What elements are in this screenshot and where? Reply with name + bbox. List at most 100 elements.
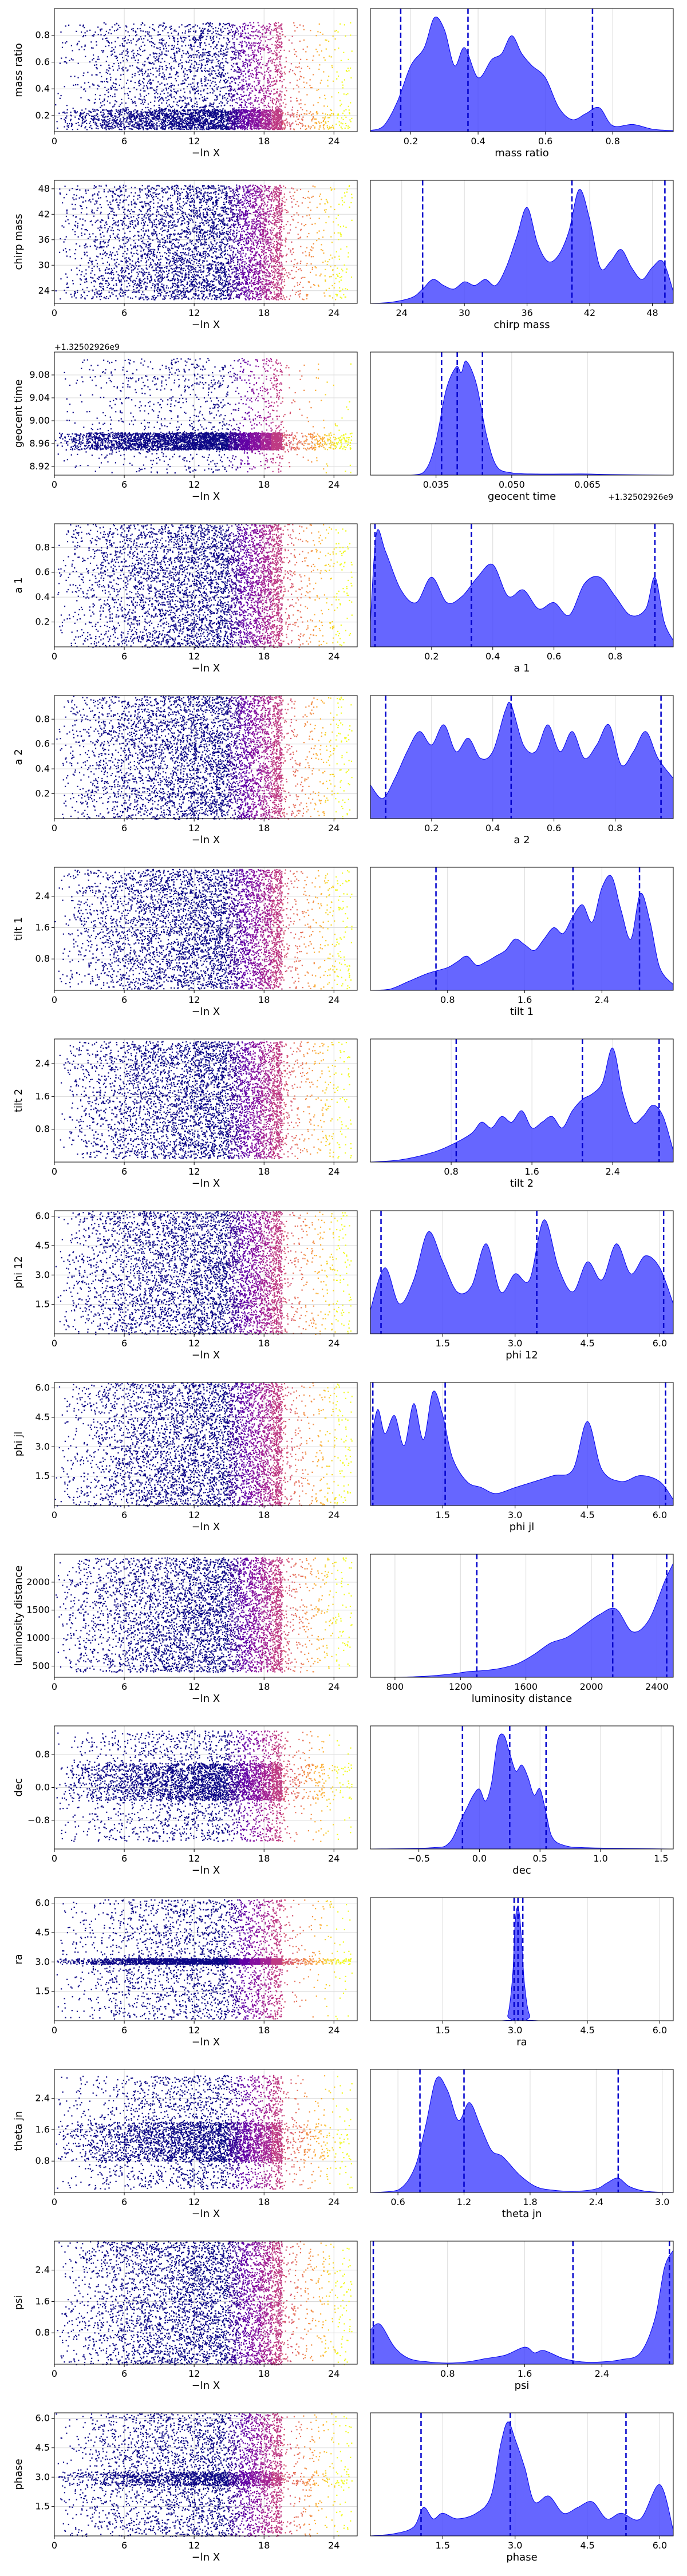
- trace-y-tick-label: 4.5: [35, 1927, 50, 1938]
- trace-sample-points: [324, 30, 336, 130]
- trace-y-axis-label: a 1: [13, 577, 25, 593]
- trace-x-tick-label: 24: [328, 994, 339, 1005]
- trace-x-tick-label: 18: [258, 994, 270, 1005]
- kde-density-area: [370, 1733, 674, 1850]
- trace-sample-points: [292, 188, 304, 300]
- kde-x-tick-label: 0.6: [390, 2196, 405, 2207]
- trace-panel-frame: [54, 1210, 358, 1334]
- kde-x-tick-label: 0.0: [472, 1853, 487, 1864]
- trace-sample-points: [260, 1211, 273, 1334]
- trace-sample-points: [249, 696, 262, 820]
- kde-x-axis-label: luminosity distance: [472, 1693, 572, 1705]
- trace-x-tick-label: 18: [258, 1338, 270, 1349]
- trace-panel-frame: [54, 351, 358, 476]
- trace-sample-points: [313, 1557, 326, 1663]
- trace-x-tick-label: 18: [258, 307, 270, 318]
- trace-sample-points: [260, 870, 273, 990]
- trace-x-tick-label: 12: [188, 2025, 200, 2036]
- trace-y-tick-label: 2.4: [35, 891, 50, 902]
- trace-sample-points: [249, 869, 262, 990]
- trace-sample-points: [56, 2075, 230, 2190]
- kde-x-axis-label: tilt 1: [510, 1006, 534, 1018]
- trace-sample-points: [324, 1558, 335, 1669]
- trace-sample-points: [282, 1558, 294, 1672]
- kde-x-tick-label: 30: [459, 307, 470, 318]
- trace-sample-points: [314, 186, 326, 297]
- trace-sample-points: [239, 358, 251, 473]
- kde-density-area: [370, 2421, 674, 2537]
- trace-sample-points: [324, 697, 336, 820]
- trace-x-tick-label: 0: [52, 307, 57, 318]
- trace-sample-points: [303, 1731, 314, 1840]
- trace-y-tick-label: 4.5: [35, 1412, 50, 1423]
- trace-sample-points: [271, 1211, 283, 1335]
- trace-y-tick-label: 0.4: [35, 591, 50, 602]
- kde-x-tick-label: 0.2: [404, 136, 418, 147]
- trace-y-axis-label: phi 12: [13, 1256, 25, 1288]
- trace-panel-frame: [54, 523, 358, 647]
- trace-sample-points: [56, 1557, 230, 1673]
- kde-x-tick-label: 4.5: [580, 2540, 594, 2551]
- trace-y-tick-label: 1.5: [35, 1299, 50, 1310]
- trace-sample-points: [313, 364, 326, 470]
- kde-x-tick-label: 0.2: [424, 651, 439, 662]
- trace-x-tick-label: 6: [121, 2368, 127, 2379]
- kde-panel-frame: [370, 1382, 674, 1506]
- trace-sample-points: [271, 2075, 283, 2190]
- trace-sample-points: [293, 1385, 304, 1506]
- kde-x-tick-label: 3.0: [508, 2540, 522, 2551]
- trace-y-tick-label: 0.8: [35, 30, 50, 41]
- trace-y-tick-label: 24: [38, 285, 50, 296]
- trace-sample-points: [260, 1899, 273, 2018]
- trace-sample-points: [55, 358, 230, 474]
- kde-x-tick-label: 0.050: [499, 479, 525, 490]
- kde-x-tick-label: 2000: [580, 1681, 603, 1692]
- trace-x-tick-label: 6: [121, 994, 127, 1005]
- trace-panel-frame: [54, 1554, 358, 1678]
- trace-y-tick-label: 3.0: [35, 1441, 50, 1452]
- trace-panel-frame: [54, 1897, 358, 2021]
- trace-sample-points: [228, 2241, 240, 2365]
- trace-row-a-2: 0 6 12 18 24 0.2 0.4 0.6 0.8 −ln X a 2 0.2 0.4 0.6 0.8…: [13, 695, 674, 846]
- trace-sample-points: [271, 869, 283, 990]
- kde-panel-frame: [370, 1554, 674, 1678]
- trace-x-axis-label: −ln X: [192, 319, 220, 331]
- trace-sample-points: [239, 868, 251, 990]
- trace-y-tick-label: 1000: [26, 1633, 50, 1643]
- trace-x-tick-label: 0: [52, 823, 57, 833]
- trace-sample-points: [260, 2414, 273, 2537]
- trace-row-a-1: 0 6 12 18 24 0.2 0.4 0.6 0.8 −ln X a 1 0.2 0.4 0.6 0.8…: [13, 523, 674, 674]
- trace-sample-points: [260, 184, 273, 301]
- trace-y-tick-label: 0.0: [35, 1782, 50, 1793]
- kde-density-area: [370, 1390, 674, 1506]
- trace-sample-points: [260, 1730, 273, 1842]
- trace-sample-points: [260, 696, 273, 820]
- trace-sample-points: [324, 2243, 337, 2353]
- trace-sample-points: [314, 870, 326, 990]
- trace-y-tick-label: 0.2: [35, 617, 50, 627]
- trace-row-tilt-1: 0 6 12 18 24 0.8 1.6 2.4 −ln X tilt 1 0.8 1.6 2.4 til…: [13, 867, 674, 1018]
- trace-sample-points: [335, 2416, 353, 2537]
- trace-y-axis-label: psi: [13, 2296, 25, 2310]
- trace-sample-points: [282, 698, 294, 820]
- trace-x-tick-label: 18: [258, 2025, 270, 2036]
- trace-sample-points: [228, 22, 240, 131]
- kde-x-axis-label: geocent time: [488, 491, 556, 503]
- trace-y-tick-label: 1500: [26, 1605, 50, 1615]
- trace-sample-points: [249, 1211, 262, 1335]
- trace-sample-points: [313, 1901, 325, 1997]
- trace-x-tick-label: 12: [188, 994, 200, 1005]
- trace-sample-points: [313, 1736, 325, 1842]
- kde-density-area: [370, 1906, 673, 2021]
- kde-x-tick-label: 1200: [449, 1681, 472, 1692]
- trace-row-phi-jl: 0 6 12 18 24 1.5 3.0 4.5 6.0 −ln X phi jl 1.5 3.0 4.5…: [13, 1382, 674, 1533]
- trace-sample-points: [239, 1041, 251, 1159]
- trace-sample-points: [292, 701, 305, 817]
- trace-sample-points: [228, 1558, 240, 1673]
- trace-y-tick-label: 6.0: [35, 1211, 50, 1222]
- kde-density-area: [370, 1219, 674, 1334]
- trace-sample-points: [271, 2241, 283, 2366]
- kde-x-tick-label: 0.4: [485, 651, 500, 662]
- trace-y-tick-label: 4.5: [35, 1240, 50, 1251]
- trace-sample-points: [303, 2243, 314, 2361]
